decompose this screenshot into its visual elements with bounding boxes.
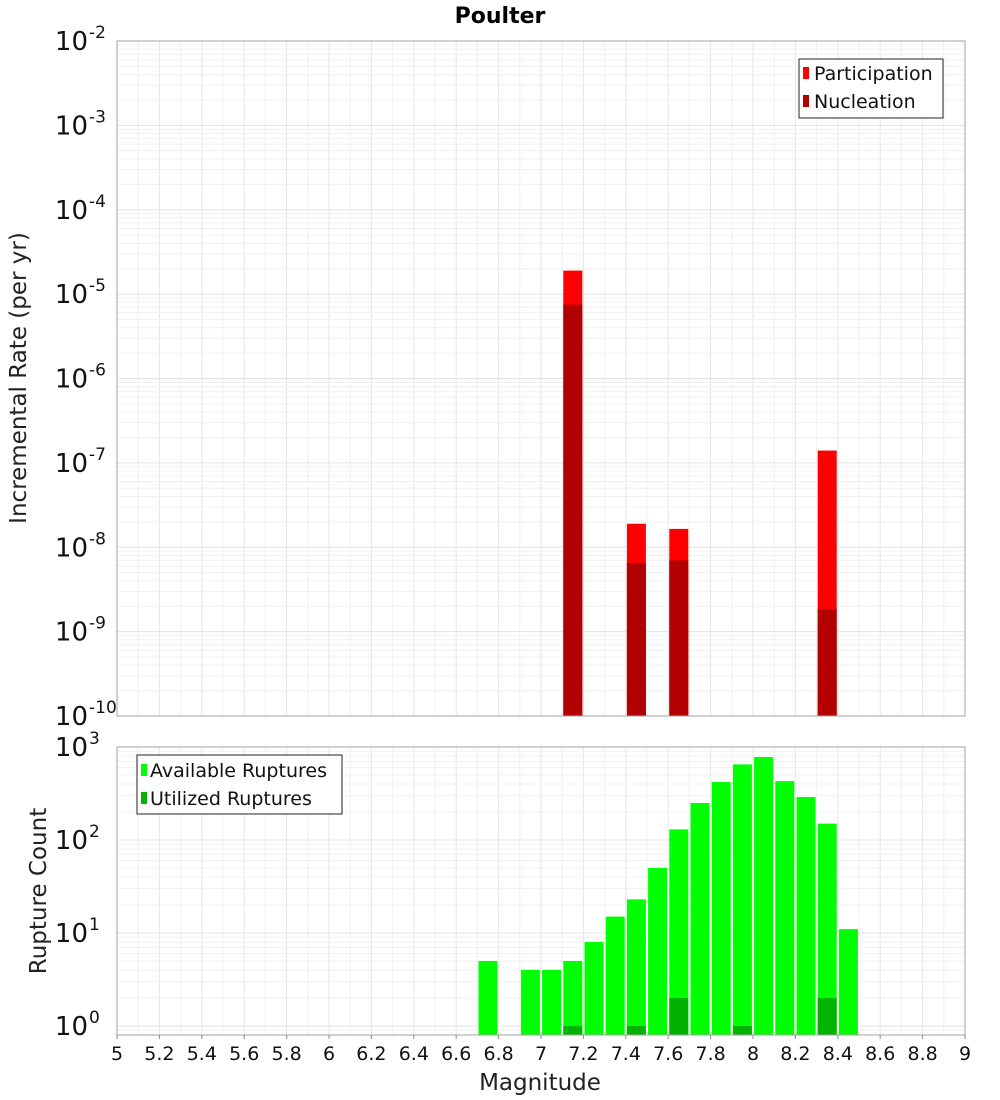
y-tick-label: 10	[55, 618, 88, 648]
chart-title: Poulter	[455, 4, 546, 29]
x-tick-label: 8.8	[907, 1043, 937, 1065]
y-tick-exponent: 3	[89, 729, 100, 749]
y-tick-exponent: 1	[89, 915, 100, 935]
y-tick-exponent: -8	[89, 529, 106, 549]
utilized-ruptures-bar	[626, 1025, 646, 1035]
x-tick-label: 7.8	[695, 1043, 725, 1065]
y-tick-exponent: -6	[89, 361, 106, 381]
x-tick-label: 7.6	[653, 1043, 683, 1065]
nucleation-legend-label: Nucleation	[814, 91, 916, 113]
x-tick-label: 6.8	[483, 1043, 513, 1065]
x-tick-label: 5.6	[229, 1043, 259, 1065]
nucleation-bar	[626, 563, 646, 716]
available-ruptures-bar	[478, 960, 498, 1035]
y-tick-label: 10	[55, 280, 88, 310]
bottom-y-axis-label: Rupture Count	[26, 808, 52, 974]
x-tick-label: 6.4	[399, 1043, 429, 1065]
y-tick-label: 10	[55, 919, 88, 949]
nucleation-bar	[563, 304, 583, 716]
available-ruptures-bar	[754, 757, 774, 1035]
utilized-ruptures-bar	[563, 1025, 583, 1035]
available-ruptures-bar	[796, 796, 816, 1035]
available-legend-swatch	[141, 764, 147, 776]
top-y-axis-label: Incremental Rate (per yr)	[6, 232, 32, 524]
available-legend-label: Available Ruptures	[150, 760, 327, 782]
y-tick-label: 10	[55, 533, 88, 563]
y-tick-label: 10	[55, 449, 88, 479]
available-ruptures-bar	[775, 781, 795, 1035]
y-tick-exponent: 0	[89, 1008, 100, 1028]
x-tick-label: 8.6	[865, 1043, 895, 1065]
x-tick-label: 9	[959, 1043, 971, 1065]
y-tick-exponent: -4	[89, 192, 106, 212]
x-tick-label: 7.2	[568, 1043, 598, 1065]
utilized-ruptures-bar	[732, 1025, 752, 1035]
utilized-ruptures-bar	[817, 997, 837, 1035]
utilized-ruptures-bar	[669, 997, 689, 1035]
y-tick-exponent: -5	[89, 276, 106, 296]
top-grid	[117, 41, 965, 716]
available-ruptures-bar	[817, 823, 837, 1035]
available-ruptures-bar	[605, 916, 625, 1035]
x-tick-label: 8.4	[823, 1043, 853, 1065]
x-tick-label: 8	[747, 1043, 759, 1065]
x-axis-label: Magnitude	[479, 1070, 601, 1096]
x-tick-label: 5.4	[187, 1043, 217, 1065]
x-tick-label: 7.4	[611, 1043, 641, 1065]
utilized-legend-label: Utilized Ruptures	[150, 788, 312, 810]
available-ruptures-bar	[648, 867, 668, 1035]
y-tick-label: 10	[55, 733, 88, 763]
x-tick-label: 6.2	[356, 1043, 386, 1065]
y-tick-label: 10	[55, 27, 88, 57]
x-tick-label: 5.8	[271, 1043, 301, 1065]
available-ruptures-bar	[563, 960, 583, 1035]
top-legend: Participation Nucleation	[798, 58, 944, 119]
y-tick-exponent: -7	[89, 445, 106, 465]
x-tick-label: 8.2	[780, 1043, 810, 1065]
top-legend-box	[798, 58, 944, 119]
available-ruptures-bar	[542, 969, 562, 1035]
available-ruptures-bar	[732, 764, 752, 1035]
nucleation-legend-swatch	[803, 95, 809, 107]
y-tick-exponent: -10	[89, 698, 117, 718]
top-plot-frame	[116, 40, 966, 717]
bottom-legend: Available Ruptures Utilized Ruptures	[136, 754, 343, 815]
nucleation-bar	[669, 560, 689, 716]
y-tick-label: 10	[55, 1012, 88, 1042]
y-tick-label: 10	[55, 196, 88, 226]
utilized-legend-swatch	[141, 792, 147, 804]
available-ruptures-bar	[690, 802, 710, 1035]
y-tick-label: 10	[55, 702, 88, 732]
available-ruptures-bar	[669, 829, 689, 1035]
x-tick-label: 5.2	[144, 1043, 174, 1065]
y-tick-label: 10	[55, 826, 88, 856]
top-bars	[563, 270, 837, 716]
x-tick-label: 5	[111, 1043, 123, 1065]
y-tick-exponent: -2	[89, 23, 106, 43]
bottom-x-ticks: 5 5.2 5.4 5.6 5.8 6 6.2 6.4 6.6 6.8 7 7.2 7.4 7.6 7.8 8…	[111, 1035, 971, 1065]
x-tick-label: 6.6	[441, 1043, 471, 1065]
available-ruptures-bar	[520, 969, 540, 1035]
available-ruptures-bar	[838, 929, 858, 1035]
participation-legend-swatch	[803, 67, 809, 79]
x-tick-label: 6	[323, 1043, 335, 1065]
bottom-legend-box	[136, 754, 343, 815]
nucleation-bar	[817, 609, 837, 716]
y-tick-exponent: -9	[89, 614, 106, 634]
available-ruptures-bar	[711, 782, 731, 1035]
y-tick-label: 10	[55, 365, 88, 395]
available-ruptures-bar	[626, 899, 646, 1035]
y-tick-label: 10	[55, 111, 88, 141]
available-ruptures-bar	[584, 942, 604, 1035]
y-tick-exponent: -3	[89, 107, 106, 127]
bottom-bars	[478, 757, 858, 1035]
x-tick-label: 7	[535, 1043, 547, 1065]
y-tick-exponent: 2	[89, 822, 100, 842]
participation-legend-label: Participation	[814, 63, 933, 85]
